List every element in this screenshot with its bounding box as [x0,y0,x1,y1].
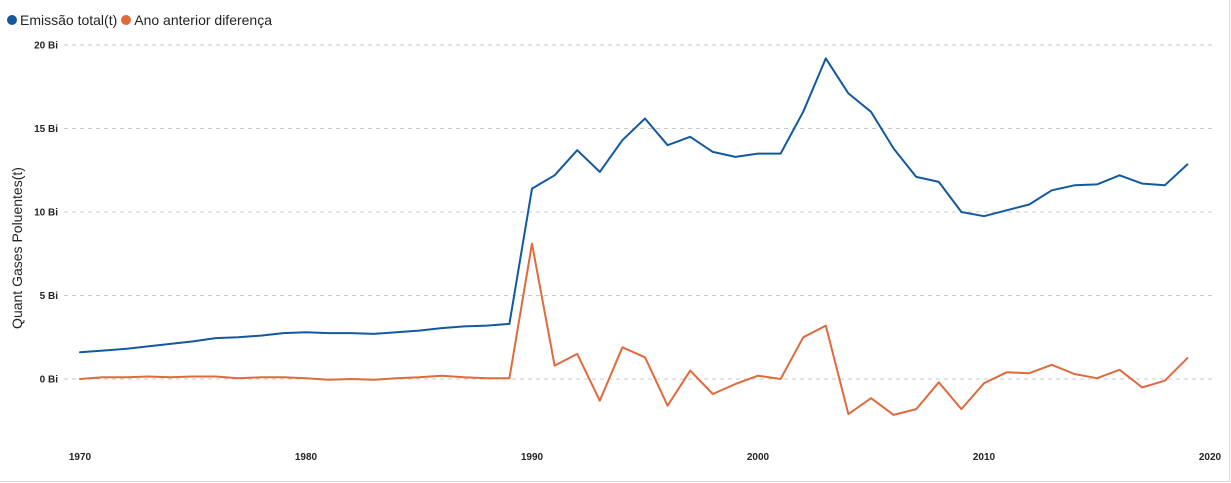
legend-label-emissao-total: Emissão total(t) [20,12,118,28]
x-tick-label-4: 2010 [973,452,996,463]
series-line-1 [79,242,1189,416]
x-tick-label-2: 1990 [521,452,544,463]
x-tick-label-3: 2000 [747,452,770,463]
legend-marker-ano-anterior-diferenca [121,15,132,25]
legend-label-ano-anterior-diferenca: Ano anterior diferença [134,12,273,28]
y-tick-label-4: 0 Bi [40,375,59,386]
y-tick-label-3: 5 Bi [40,291,59,302]
x-tick-label-1: 1980 [295,452,318,463]
legend-marker-emissao-total [7,15,17,25]
y-tick-label-0: 20 Bi [34,41,58,52]
series-line-0 [79,57,1189,354]
y-tick-label-2: 10 Bi [34,208,58,219]
x-tick-label-0: 1970 [69,452,92,463]
legend-item-emissao-total[interactable]: Emissão total(t) [7,12,117,28]
legend: Emissão total(t) Ano anterior diferença [7,11,276,29]
legend-item-ano-anterior-diferenca[interactable]: Ano anterior diferença [121,12,272,28]
x-tick-label-5: 2020 [1199,452,1222,463]
y-tick-label-1: 15 Bi [34,124,58,135]
